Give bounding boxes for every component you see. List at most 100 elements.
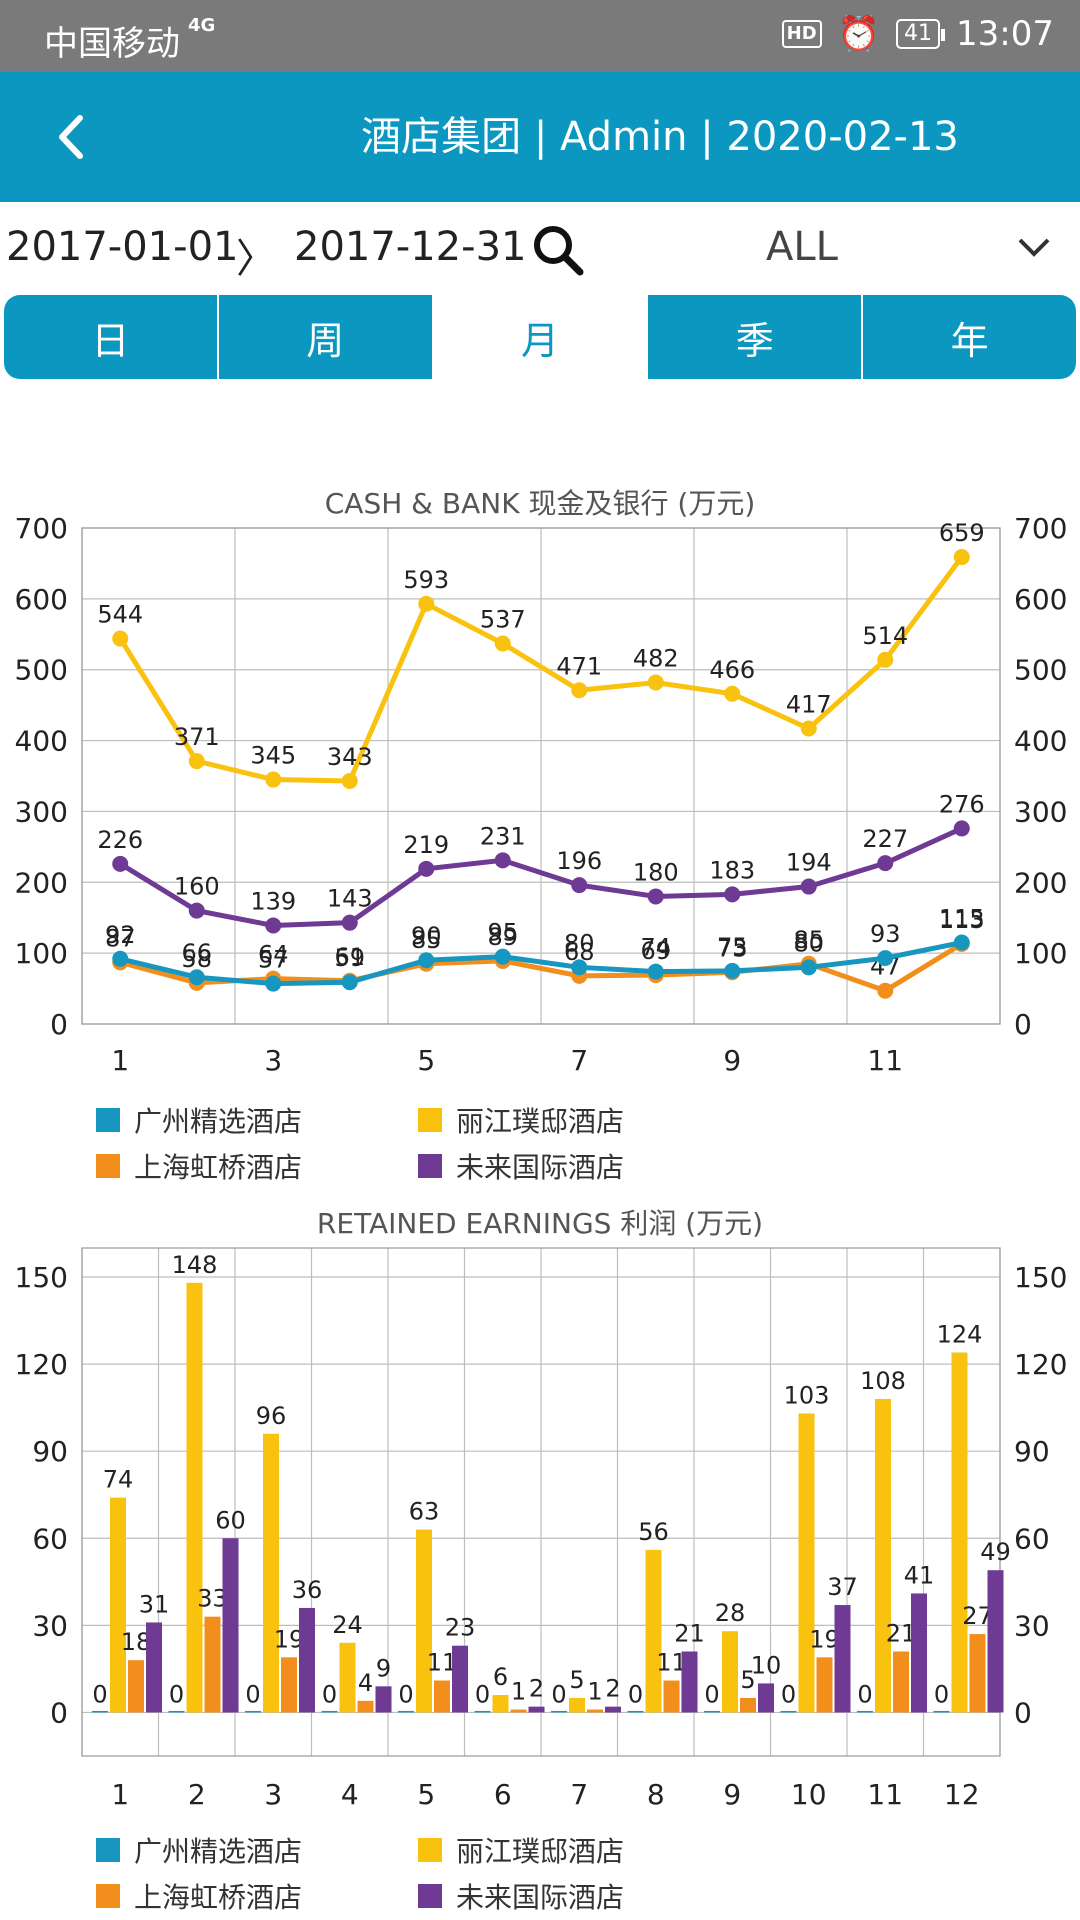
data-point[interactable] xyxy=(647,674,664,691)
bar[interactable] xyxy=(663,1680,680,1713)
bar[interactable] xyxy=(627,1710,644,1713)
data-point[interactable] xyxy=(341,914,358,931)
bar[interactable] xyxy=(416,1529,432,1713)
data-point[interactable] xyxy=(877,982,894,999)
bar[interactable] xyxy=(528,1706,545,1713)
data-point[interactable] xyxy=(265,975,282,992)
data-point[interactable] xyxy=(494,852,511,869)
bar[interactable] xyxy=(339,1642,356,1713)
data-point[interactable] xyxy=(494,635,511,652)
bar[interactable] xyxy=(969,1634,986,1713)
data-label: 61 xyxy=(334,943,365,971)
bar[interactable] xyxy=(551,1710,567,1713)
tab-quarter[interactable]: 季 xyxy=(648,295,864,379)
bar[interactable] xyxy=(704,1710,720,1713)
data-point[interactable] xyxy=(418,952,435,969)
bar[interactable] xyxy=(951,1352,968,1713)
data-label: 514 xyxy=(862,622,908,650)
data-point[interactable] xyxy=(418,595,435,612)
tab-week[interactable]: 周 xyxy=(219,295,434,379)
bar[interactable] xyxy=(168,1710,185,1713)
bar[interactable] xyxy=(933,1710,950,1713)
data-point[interactable] xyxy=(571,682,588,699)
bar[interactable] xyxy=(263,1433,279,1713)
bar[interactable] xyxy=(758,1683,774,1713)
bar[interactable] xyxy=(186,1282,203,1713)
data-point[interactable] xyxy=(571,877,588,894)
bar[interactable] xyxy=(798,1413,815,1713)
bar[interactable] xyxy=(780,1710,797,1713)
bar[interactable] xyxy=(357,1700,374,1713)
data-point[interactable] xyxy=(341,974,358,991)
tab-day[interactable]: 日 xyxy=(4,295,219,379)
bar[interactable] xyxy=(569,1697,585,1713)
data-point[interactable] xyxy=(341,772,358,789)
bar[interactable] xyxy=(875,1398,891,1713)
bar[interactable] xyxy=(452,1645,468,1713)
bar[interactable] xyxy=(92,1710,108,1713)
data-point[interactable] xyxy=(112,630,129,647)
bar[interactable] xyxy=(834,1605,851,1713)
data-point[interactable] xyxy=(494,948,511,965)
bar[interactable] xyxy=(146,1622,162,1713)
bar[interactable] xyxy=(722,1631,738,1713)
bar[interactable] xyxy=(398,1710,414,1713)
bar[interactable] xyxy=(510,1709,527,1713)
data-point[interactable] xyxy=(724,685,741,702)
bar[interactable] xyxy=(893,1651,909,1713)
data-point[interactable] xyxy=(953,934,970,951)
bar[interactable] xyxy=(587,1709,603,1713)
end-date[interactable]: 2017-12-31 xyxy=(294,224,527,270)
hotel-select-value[interactable]: ALL xyxy=(766,224,838,270)
data-point[interactable] xyxy=(800,959,817,976)
data-point[interactable] xyxy=(188,969,205,986)
bar[interactable] xyxy=(321,1710,338,1713)
data-point[interactable] xyxy=(647,888,664,905)
data-point[interactable] xyxy=(418,860,435,877)
data-point[interactable] xyxy=(800,720,817,737)
bar[interactable] xyxy=(110,1497,126,1713)
bar[interactable] xyxy=(222,1538,239,1713)
data-point[interactable] xyxy=(188,902,205,919)
data-point[interactable] xyxy=(112,855,129,872)
data-point[interactable] xyxy=(112,950,129,967)
bar[interactable] xyxy=(857,1710,873,1713)
tab-year[interactable]: 年 xyxy=(950,318,989,363)
data-point[interactable] xyxy=(953,820,970,837)
bar[interactable] xyxy=(375,1686,392,1713)
start-date[interactable]: 2017-01-01 xyxy=(6,224,239,270)
data-point[interactable] xyxy=(724,962,741,979)
bar[interactable] xyxy=(245,1710,261,1713)
bar[interactable] xyxy=(128,1660,144,1713)
bar[interactable] xyxy=(987,1570,1004,1713)
data-point[interactable] xyxy=(647,963,664,980)
bar[interactable] xyxy=(281,1657,297,1713)
data-point[interactable] xyxy=(800,878,817,895)
bar[interactable] xyxy=(816,1657,833,1713)
data-label: 80 xyxy=(564,929,595,957)
chevron-down-icon[interactable] xyxy=(1016,236,1052,260)
data-label: 75 xyxy=(717,933,748,961)
bar[interactable] xyxy=(645,1549,662,1713)
bar[interactable] xyxy=(474,1710,491,1713)
tab-month[interactable]: 月 xyxy=(433,295,649,379)
data-point[interactable] xyxy=(265,917,282,934)
bar[interactable] xyxy=(911,1593,927,1713)
bar[interactable] xyxy=(434,1680,450,1713)
bar[interactable] xyxy=(299,1607,315,1713)
data-point[interactable] xyxy=(571,959,588,976)
bar[interactable] xyxy=(204,1616,221,1713)
bar[interactable] xyxy=(681,1651,698,1713)
data-point[interactable] xyxy=(877,651,894,668)
bar[interactable] xyxy=(492,1695,509,1713)
data-point[interactable] xyxy=(877,855,894,872)
search-icon[interactable] xyxy=(530,222,586,278)
data-point[interactable] xyxy=(953,549,970,566)
data-point[interactable] xyxy=(724,886,741,903)
bar[interactable] xyxy=(605,1706,621,1713)
data-point[interactable] xyxy=(188,753,205,770)
data-point[interactable] xyxy=(877,950,894,967)
back-icon[interactable] xyxy=(48,112,98,162)
data-point[interactable] xyxy=(265,771,282,788)
bar[interactable] xyxy=(740,1697,756,1713)
